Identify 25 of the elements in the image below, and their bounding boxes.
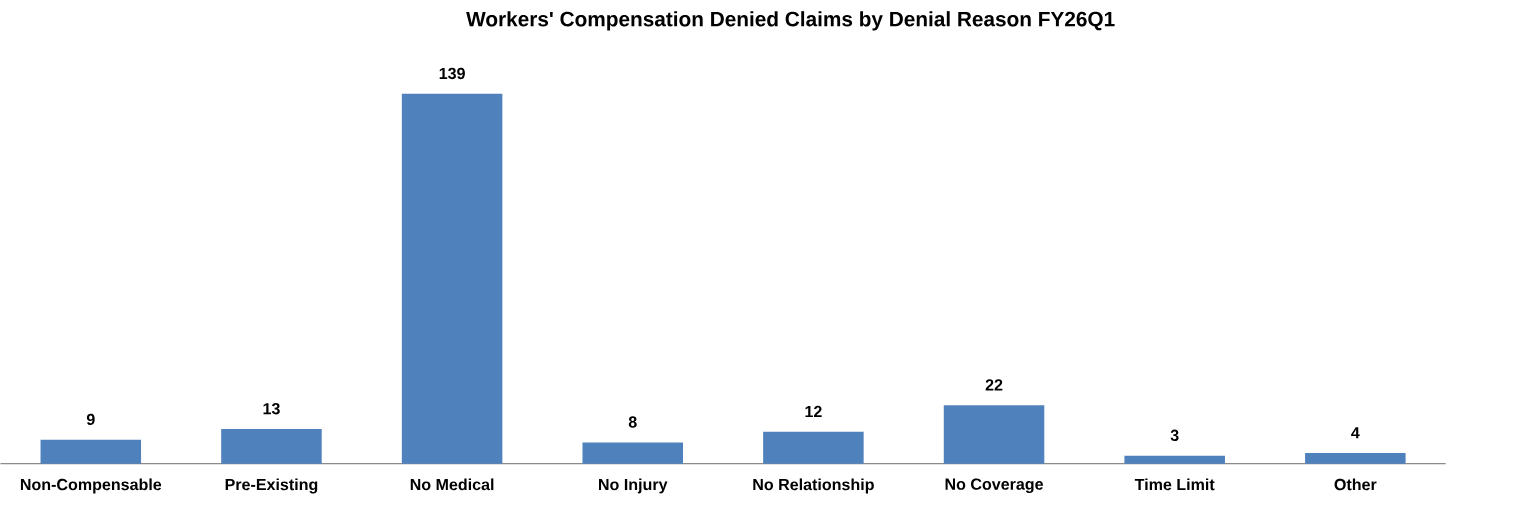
bar	[401, 93, 503, 464]
bar	[763, 431, 864, 464]
x-tick-label: No Relationship	[753, 478, 874, 494]
data-label: 4	[1351, 427, 1360, 439]
bar	[221, 428, 322, 464]
bar	[40, 439, 142, 464]
x-tick-label: Pre-Existing	[225, 478, 318, 494]
bar	[1124, 455, 1225, 464]
data-label: 3	[1170, 429, 1179, 441]
bar	[1305, 452, 1406, 464]
data-label: 13	[263, 402, 280, 415]
bar	[582, 442, 683, 464]
x-tick-label: Non-Compensable	[20, 478, 162, 494]
chart-title: Workers' Compensation Denied Claims by Denial Reason FY26Q1	[466, 10, 1115, 31]
x-tick-label: Time Limit	[1134, 478, 1215, 491]
data-label: 139	[439, 67, 465, 79]
data-label: 22	[985, 379, 1003, 391]
x-tick-label: Other	[1334, 478, 1377, 491]
data-label: 9	[86, 413, 95, 425]
x-tick-label: No Medical	[410, 478, 494, 491]
x-tick-label: No Coverage	[945, 478, 1044, 493]
data-label: 8	[628, 416, 637, 428]
data-label: 12	[805, 405, 822, 417]
bar	[943, 404, 1045, 464]
x-tick-label: No Injury	[599, 478, 668, 494]
